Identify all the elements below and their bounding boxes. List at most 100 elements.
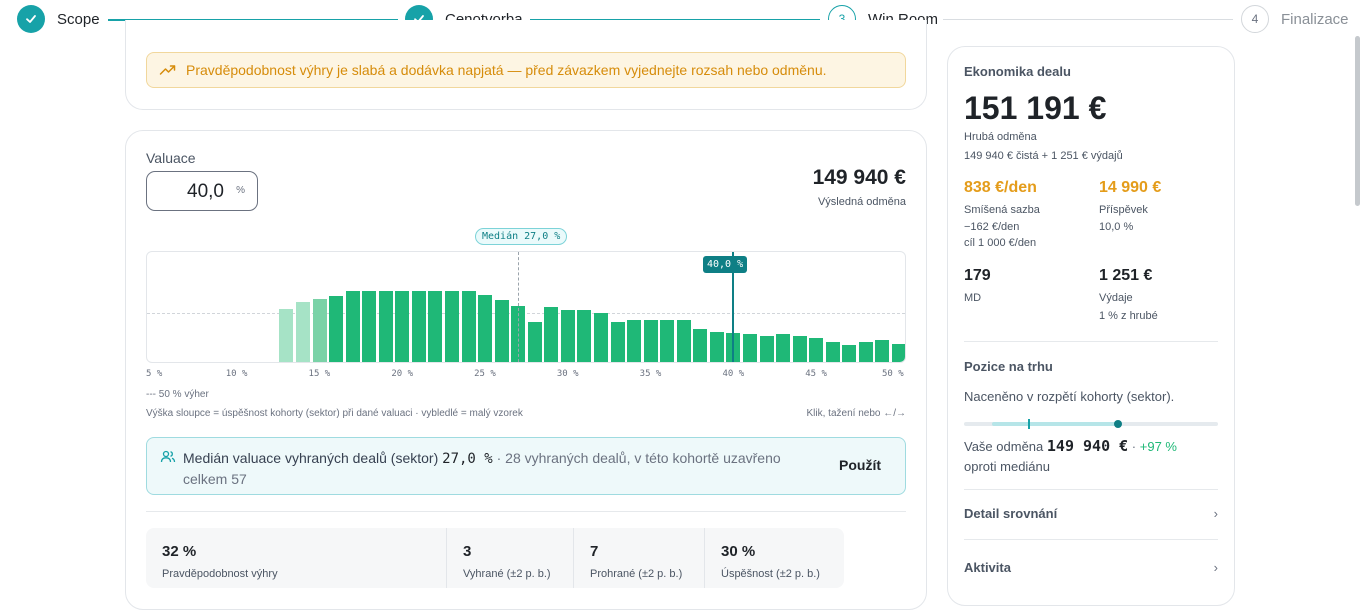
- chart-bar[interactable]: [445, 291, 459, 362]
- median-text-rest: · 28 vyhraných dealů, v této kohortě uza…: [183, 450, 781, 487]
- chart-bar[interactable]: [527, 322, 542, 362]
- chart-bar[interactable]: [362, 291, 377, 362]
- x-tick-label: 50 %: [882, 369, 904, 379]
- market-text: Naceněno v rozpětí kohorty (sektor).: [964, 389, 1175, 404]
- chart-bar[interactable]: [329, 296, 344, 362]
- stat-label: Pravděpodobnost výhry: [162, 568, 278, 580]
- stat-value: 3: [463, 543, 472, 560]
- chart-note: Výška sloupce = úspěšnost kohorty (sekto…: [146, 408, 523, 419]
- step-connector-1: [108, 18, 398, 21]
- blended-label: Smíšená sazba: [964, 204, 1040, 216]
- chevron-right-icon: ›: [1213, 506, 1218, 521]
- divider: [964, 341, 1218, 342]
- valuation-chart[interactable]: [146, 251, 906, 363]
- chart-bar[interactable]: [411, 291, 426, 362]
- blended-target: cíl 1 000 €/den: [964, 237, 1037, 249]
- stat-label: Prohrané (±2 p. b.): [590, 568, 683, 580]
- valuation-value[interactable]: 40,0: [187, 181, 224, 202]
- step-4-label[interactable]: Finalizace: [1281, 11, 1349, 28]
- chart-bar[interactable]: [709, 332, 724, 362]
- chart-bar[interactable]: [378, 291, 393, 362]
- chart-bar[interactable]: [643, 320, 658, 362]
- chart-bar[interactable]: [759, 336, 774, 362]
- chart-bar[interactable]: [676, 320, 691, 362]
- stat-success: 30 % Úspěšnost (±2 p. b.): [705, 528, 844, 588]
- chart-bar[interactable]: [892, 344, 905, 362]
- detail-comparison-label[interactable]: Detail srovnání: [964, 506, 1058, 521]
- median-pill: Medián 27,0 %: [475, 228, 568, 245]
- your-fee-suffix: oproti mediánu: [964, 459, 1050, 474]
- page-scrollbar[interactable]: [1355, 36, 1360, 206]
- chart-bar[interactable]: [279, 309, 294, 362]
- step-1-check-icon[interactable]: [17, 5, 45, 33]
- economics-panel: [947, 46, 1235, 606]
- your-fee-value: 149 940 €: [1046, 437, 1129, 455]
- median-text: Medián valuace vyhraných dealů (sektor) …: [183, 448, 783, 489]
- step-4-number[interactable]: 4: [1241, 5, 1269, 33]
- your-fee-delta: +97 %: [1139, 439, 1177, 454]
- fifty-percent-line: [147, 313, 905, 314]
- chart-bar[interactable]: [743, 334, 757, 362]
- md-label: MD: [964, 292, 982, 304]
- step-connector-2: [530, 18, 820, 21]
- stat-label: Vyhrané (±2 p. b.): [463, 568, 551, 580]
- x-tick-label: 45 %: [805, 369, 827, 379]
- chart-bar[interactable]: [610, 322, 625, 362]
- your-fee-sep: ·: [1131, 439, 1137, 454]
- md-value: 179: [964, 267, 991, 284]
- selected-valuation-line[interactable]: [732, 252, 734, 362]
- stat-value: 7: [590, 543, 599, 560]
- economics-title: Ekonomika dealu: [964, 64, 1071, 79]
- chart-bar[interactable]: [660, 320, 675, 362]
- chart-bar[interactable]: [312, 299, 327, 362]
- stat-separator: [704, 528, 705, 588]
- chart-bar[interactable]: [395, 291, 410, 362]
- chart-bar[interactable]: [478, 295, 493, 362]
- market-range: [964, 419, 1218, 429]
- valuation-label: Valuace: [146, 150, 196, 166]
- chart-bar[interactable]: [842, 345, 857, 362]
- activity-label[interactable]: Aktivita: [964, 560, 1011, 575]
- chart-bar[interactable]: [809, 338, 824, 362]
- chart-bar[interactable]: [577, 310, 592, 362]
- apply-median-button[interactable]: Použít: [839, 457, 881, 473]
- activity-link[interactable]: Aktivita ›: [964, 560, 1218, 580]
- chart-bar[interactable]: [544, 307, 559, 362]
- stats-row: 32 % Pravděpodobnost výhry 3 Vyhrané (±2…: [146, 528, 844, 588]
- cohort-range: [992, 422, 1116, 426]
- trending-up-icon: [159, 65, 176, 75]
- expenses-label: Výdaje: [1099, 292, 1133, 304]
- chart-bar[interactable]: [560, 310, 575, 362]
- x-tick-label: 30 %: [556, 369, 579, 379]
- chart-bar[interactable]: [627, 320, 642, 362]
- market-title: Pozice na trhu: [964, 359, 1053, 374]
- valuation-input[interactable]: 40,0 %: [146, 171, 258, 211]
- median-suggestion: Medián valuace vyhraných dealů (sektor) …: [146, 437, 906, 495]
- chart-bar[interactable]: [494, 300, 509, 362]
- selected-pill[interactable]: 40,0 %: [703, 256, 748, 273]
- result-label: Výsledná odměna: [817, 196, 906, 208]
- chart-bar[interactable]: [792, 336, 807, 362]
- chart-bar[interactable]: [594, 313, 608, 362]
- chart-bar[interactable]: [825, 342, 840, 362]
- median-text-value: 27,0 %: [442, 451, 493, 467]
- chart-bar[interactable]: [428, 291, 443, 362]
- stat-label: Úspěšnost (±2 p. b.): [721, 568, 820, 580]
- chart-bar[interactable]: [461, 291, 476, 362]
- median-marker: [1028, 419, 1030, 429]
- chart-bar[interactable]: [693, 329, 708, 362]
- divider: [146, 511, 906, 512]
- chart-bar[interactable]: [875, 340, 890, 362]
- divider: [964, 539, 1218, 540]
- chart-bar[interactable]: [296, 302, 310, 362]
- chart-bar[interactable]: [776, 334, 791, 362]
- chart-bar[interactable]: [858, 342, 873, 362]
- expenses-value: 1 251 €: [1099, 267, 1153, 284]
- chart-bar[interactable]: [345, 291, 360, 362]
- chevron-right-icon: ›: [1213, 560, 1218, 575]
- detail-comparison-link[interactable]: Detail srovnání ›: [964, 506, 1218, 526]
- x-tick-label: 10 %: [225, 369, 248, 379]
- median-text-main: Medián valuace vyhraných dealů (sektor): [183, 450, 439, 466]
- contribution-pct: 10,0 %: [1099, 221, 1134, 233]
- step-1-label[interactable]: Scope: [57, 11, 100, 28]
